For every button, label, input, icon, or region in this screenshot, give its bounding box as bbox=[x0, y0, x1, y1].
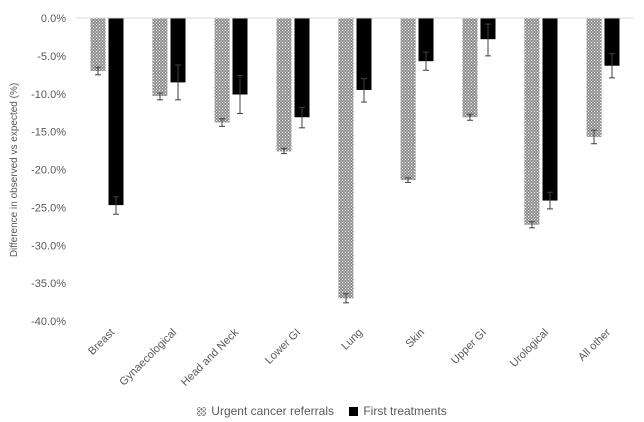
bar bbox=[418, 18, 434, 62]
bar bbox=[604, 18, 620, 66]
bars-group bbox=[90, 18, 620, 299]
chart-legend: Urgent cancer referrals First treatments bbox=[0, 404, 644, 419]
x-tick-label: Urological bbox=[508, 327, 551, 370]
y-tick-label: -20.0% bbox=[31, 165, 66, 177]
bar bbox=[276, 18, 292, 152]
x-tick-label: Gynaecological bbox=[117, 327, 179, 389]
bar bbox=[462, 18, 478, 118]
y-tick-label: -15.0% bbox=[31, 127, 66, 139]
y-tick-label: -5.0% bbox=[37, 51, 66, 63]
x-tick-label: All other bbox=[576, 326, 613, 363]
bar bbox=[524, 18, 540, 225]
legend-swatch-solid bbox=[349, 406, 359, 416]
x-tick-label: Upper GI bbox=[449, 327, 489, 367]
y-tick-label: 0.0% bbox=[41, 13, 66, 25]
bar bbox=[586, 18, 602, 137]
x-axis-category-labels: Breast Gynaecological Head and Neck Lower G… bbox=[86, 326, 613, 388]
y-tick-label: -10.0% bbox=[31, 89, 66, 101]
y-tick-label: -30.0% bbox=[31, 240, 66, 252]
y-tick-label: -25.0% bbox=[31, 202, 66, 214]
bar bbox=[108, 18, 124, 206]
y-tick-label: -40.0% bbox=[31, 316, 66, 328]
bar bbox=[214, 18, 230, 123]
y-axis-title: Difference in observed vs expected (%) bbox=[9, 83, 20, 257]
error-bars-group bbox=[95, 23, 615, 304]
x-tick-label: Lower GI bbox=[263, 327, 303, 367]
legend-item-first-treatments: First treatments bbox=[349, 404, 447, 418]
bar bbox=[356, 18, 372, 90]
bar bbox=[294, 18, 310, 118]
y-axis-tick-labels: 0.0% -5.0% -10.0% -15.0% -20.0% -25.0% -30.0% -… bbox=[31, 13, 66, 328]
x-tick-label: Lung bbox=[339, 327, 365, 353]
bar bbox=[170, 18, 186, 83]
bar bbox=[90, 18, 106, 72]
legend-swatch-hatched bbox=[197, 406, 207, 416]
bar bbox=[400, 18, 416, 181]
legend-item-urgent-referrals: Urgent cancer referrals bbox=[197, 404, 334, 418]
legend-label-first-treatments: First treatments bbox=[363, 404, 447, 418]
x-tick-label: Breast bbox=[86, 327, 117, 358]
legend-label-urgent-referrals: Urgent cancer referrals bbox=[211, 404, 334, 418]
x-tick-label: Skin bbox=[403, 327, 427, 351]
x-tick-label: Head and Neck bbox=[179, 326, 241, 388]
bar bbox=[152, 18, 168, 97]
bar bbox=[542, 18, 558, 201]
bar bbox=[232, 18, 248, 95]
bar bbox=[338, 18, 354, 299]
y-tick-label: -35.0% bbox=[31, 278, 66, 290]
